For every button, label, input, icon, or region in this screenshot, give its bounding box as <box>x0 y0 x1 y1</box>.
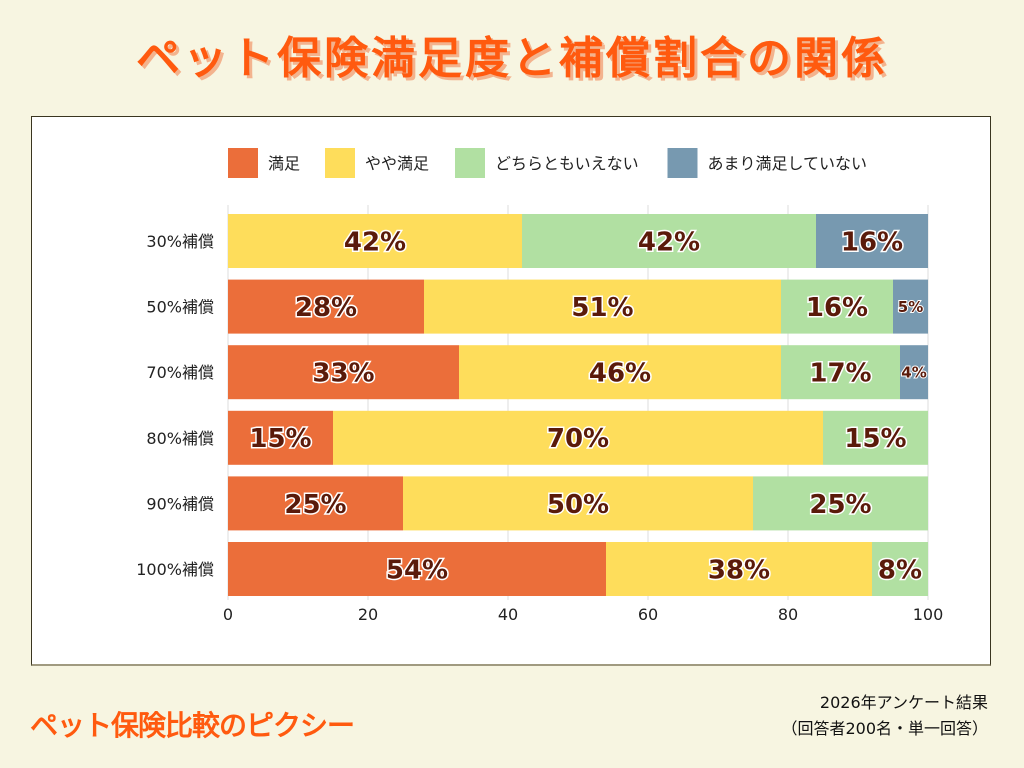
bar-segment <box>893 279 928 334</box>
bar-segment <box>900 345 928 400</box>
bar-segment <box>228 410 333 465</box>
survey-note: 2026年アンケート結果 （回答者200名・単一回答） <box>781 690 988 742</box>
category-label: 100%補償 <box>136 560 214 579</box>
x-tick-label: 100 <box>913 605 944 624</box>
bar-segment <box>872 542 928 596</box>
survey-note-line1: 2026年アンケート結果 <box>819 693 988 712</box>
x-tick-label: 20 <box>358 605 378 624</box>
chart-title: ペット保険満足度と補償割合の関係 <box>136 33 888 84</box>
bar-segment <box>823 410 928 465</box>
data-label: 16% <box>806 293 868 323</box>
data-label: 50% <box>547 490 609 520</box>
bar-segment <box>816 214 928 268</box>
data-label: 15% <box>844 424 906 454</box>
data-label: 51% <box>571 293 633 323</box>
data-label: 15% <box>249 424 311 454</box>
category-label: 30%補償 <box>146 232 214 251</box>
data-label: 8% <box>878 555 922 585</box>
x-tick-label: 60 <box>638 605 658 624</box>
legend-label: あまり満足していない <box>708 154 868 173</box>
data-label: 33% <box>312 359 374 389</box>
legend-swatch <box>228 148 258 178</box>
bar-segment <box>228 214 522 268</box>
bar-segment <box>228 279 424 334</box>
data-label: 54% <box>386 555 448 585</box>
data-label: 70% <box>547 424 609 454</box>
data-label: 25% <box>284 490 346 520</box>
category-label: 50%補償 <box>146 298 214 317</box>
category-label: 90%補償 <box>146 494 214 513</box>
brand-logo: ペット保険比較のピクシー <box>30 709 355 742</box>
survey-note-line2: （回答者200名・単一回答） <box>781 719 988 738</box>
bar-segment <box>606 542 872 596</box>
data-label: 46% <box>589 359 651 389</box>
bar-segment <box>228 542 606 596</box>
bar-segment <box>424 279 781 334</box>
legend-swatch <box>325 148 355 178</box>
x-tick-label: 0 <box>223 605 233 624</box>
data-label: 25% <box>809 490 871 520</box>
x-tick-label: 80 <box>778 605 798 624</box>
data-label: 42% <box>638 227 700 257</box>
legend-label: やや満足 <box>365 154 429 173</box>
category-label: 80%補償 <box>146 429 214 448</box>
bar-segment <box>781 345 900 400</box>
data-label: 42% <box>344 227 406 257</box>
bar-segment <box>228 345 459 400</box>
bar-segment <box>522 214 816 268</box>
data-label: 28% <box>295 293 357 323</box>
category-label: 70%補償 <box>146 363 214 382</box>
legend-label: どちらともいえない <box>495 154 639 173</box>
legend-swatch <box>667 148 698 178</box>
data-label: 4% <box>901 364 926 382</box>
bar-segment <box>781 279 893 334</box>
legend-label: 満足 <box>268 154 300 173</box>
bar-segment <box>403 476 753 531</box>
bar-segment <box>228 476 403 531</box>
data-label: 17% <box>809 359 871 389</box>
data-label: 16% <box>841 227 903 257</box>
data-label: 38% <box>708 555 770 585</box>
data-label: 5% <box>898 298 923 316</box>
x-tick-label: 40 <box>498 605 518 624</box>
bar-segment <box>753 476 928 531</box>
legend-swatch <box>455 148 485 178</box>
bar-segment <box>333 410 823 465</box>
bar-segment <box>459 345 781 400</box>
